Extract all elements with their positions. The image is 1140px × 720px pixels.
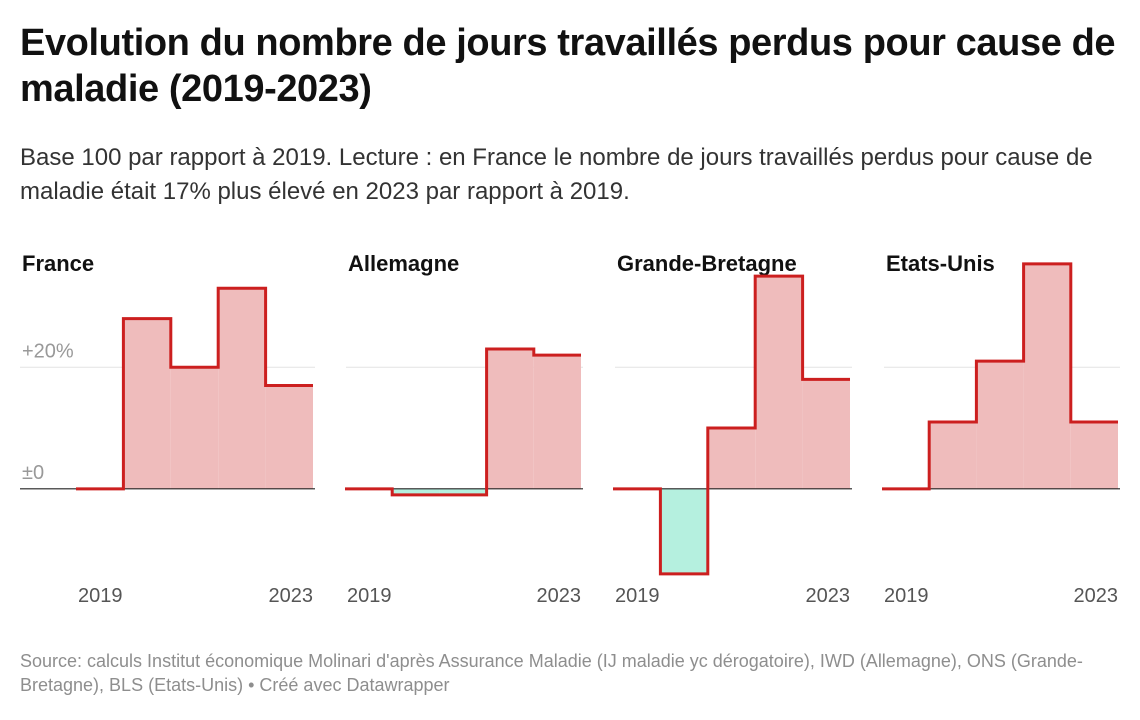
chart-subtitle: Base 100 par rapport à 2019. Lecture : e… — [20, 144, 1093, 205]
series-line — [76, 286, 313, 491]
area-segment — [802, 379, 850, 489]
area-segment — [660, 488, 708, 574]
area-segment — [755, 276, 803, 489]
area-segment — [123, 318, 171, 489]
chart-panel-1: Allemagne 2019 2023 — [345, 251, 583, 607]
area-segment — [392, 488, 440, 495]
area-segment — [1070, 421, 1118, 489]
series-line — [613, 274, 850, 576]
area-segment — [976, 361, 1024, 489]
area-segment — [265, 385, 313, 489]
x-tick-label: 2023 — [806, 585, 851, 607]
panel-title: France — [22, 251, 94, 276]
x-tick-label: 2023 — [1074, 585, 1119, 607]
chart-panel-0: France ±0 +20% 2019 2023 — [20, 251, 315, 607]
x-tick-label: 2019 — [615, 585, 660, 607]
source-note: Source: calculs Institut économique Moli… — [20, 651, 1083, 695]
x-tick-label: 2023 — [269, 585, 314, 607]
series-line — [882, 262, 1118, 491]
area-segment — [218, 288, 266, 489]
area-segment — [929, 421, 977, 489]
area-segment — [439, 488, 487, 495]
chart-title: Evolution du nombre de jours travaillés … — [20, 22, 1116, 110]
series-line — [345, 347, 581, 497]
y-tick-label: +20% — [22, 340, 74, 362]
footer: Source: calculs Institut économique Moli… — [20, 649, 1120, 697]
area-segment — [170, 367, 219, 489]
x-tick-label: 2019 — [884, 585, 929, 607]
x-tick-label: 2019 — [347, 585, 392, 607]
credit-note: • Créé avec Datawrapper — [248, 675, 450, 695]
area-segment — [486, 349, 534, 489]
chart-panel-2: Grande-Bretagne 2019 2023 — [613, 251, 852, 607]
area-segment — [707, 428, 756, 489]
area-segment — [533, 355, 581, 489]
chart-panel-3: Etats-Unis 2019 2023 — [882, 251, 1120, 607]
area-segment — [1023, 263, 1071, 489]
panel-title: Etats-Unis — [886, 251, 995, 276]
x-tick-label: 2019 — [78, 585, 123, 607]
x-tick-label: 2023 — [537, 585, 582, 607]
panel-title: Grande-Bretagne — [617, 251, 797, 276]
panel-title: Allemagne — [348, 251, 459, 276]
y-tick-label: ±0 — [22, 462, 44, 484]
